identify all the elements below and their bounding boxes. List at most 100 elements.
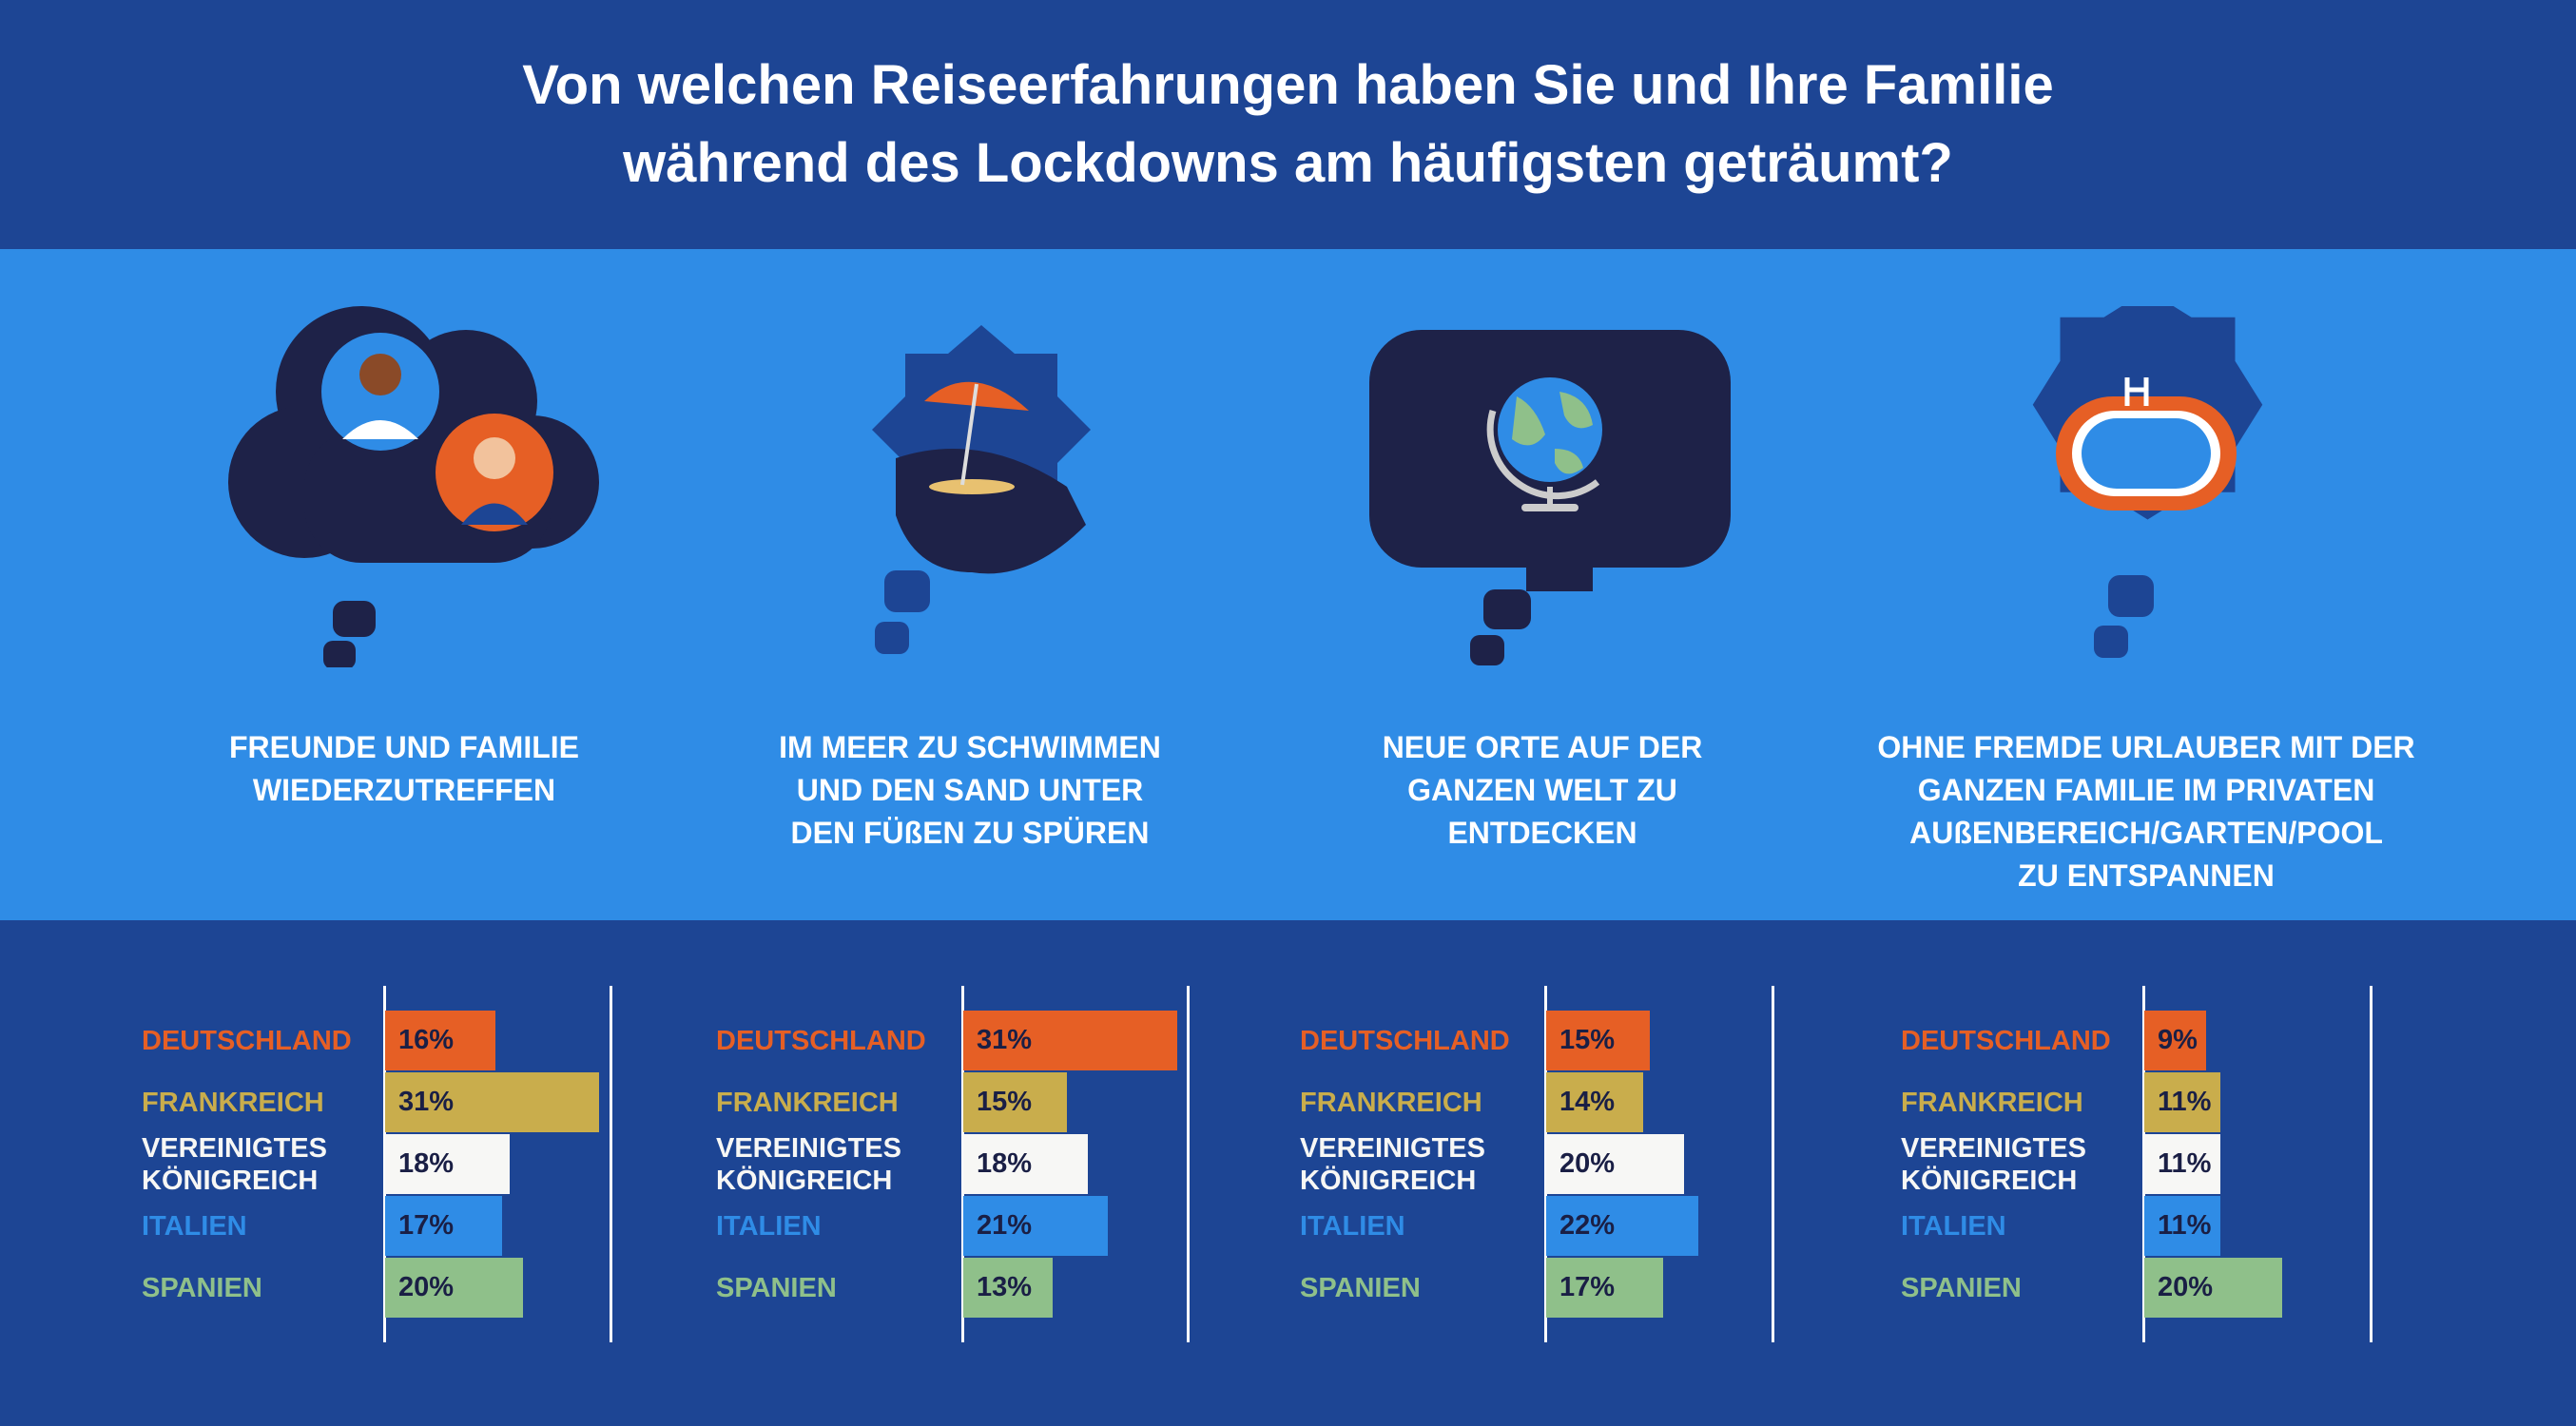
country-label: DEUTSCHLAND bbox=[142, 1025, 379, 1057]
country-label-line: VEREINIGTES bbox=[142, 1132, 327, 1164]
country-label-line: FRANKREICH bbox=[1901, 1087, 2083, 1118]
category-label-line: UND DEN SAND UNTER bbox=[796, 773, 1144, 807]
friends-family-thought-bubble-icon bbox=[228, 306, 599, 667]
title-line-1: Von welchen Reiseerfahrungen haben Sie u… bbox=[522, 54, 2054, 116]
pool-thought-bubble-icon bbox=[2032, 306, 2263, 658]
bar: 20% bbox=[385, 1258, 523, 1318]
country-label: ITALIEN bbox=[716, 1210, 954, 1243]
categories-panel: FREUNDE UND FAMILIE WIEDERZUTREFFEN IM MEE… bbox=[0, 249, 2576, 920]
bar: 11% bbox=[2144, 1196, 2220, 1256]
divider-line bbox=[1772, 986, 1774, 1342]
bar: 31% bbox=[963, 1011, 1177, 1070]
bar: 15% bbox=[963, 1072, 1067, 1132]
category-label-line: IM MEER ZU SCHWIMMEN bbox=[779, 730, 1161, 764]
country-label: SPANIEN bbox=[1901, 1272, 2139, 1304]
bar-charts: DEUTSCHLAND 16% FRANKREICH 31% VEREINIGTES KÖ… bbox=[0, 920, 2576, 1426]
country-label-line: DEUTSCHLAND bbox=[1300, 1025, 1510, 1056]
country-label: DEUTSCHLAND bbox=[1300, 1025, 1538, 1057]
bar: 22% bbox=[1546, 1196, 1698, 1256]
country-label-line: KÖNIGREICH bbox=[142, 1165, 319, 1196]
country-label: ITALIEN bbox=[1300, 1210, 1538, 1243]
bar-value-label: 14% bbox=[1559, 1087, 1616, 1117]
country-label-line: KÖNIGREICH bbox=[716, 1165, 893, 1196]
bar-value-label: 11% bbox=[2158, 1087, 2212, 1117]
bar: 9% bbox=[2144, 1011, 2207, 1070]
bar: 20% bbox=[1546, 1134, 1684, 1194]
bar: 18% bbox=[963, 1134, 1088, 1194]
category-label-line: NEUE ORTE AUF DER bbox=[1382, 730, 1703, 764]
category-label-line: OHNE FREMDE URLAUBER MIT DER bbox=[1877, 730, 2415, 764]
country-label: FRANKREICH bbox=[1300, 1087, 1538, 1119]
country-label: DEUTSCHLAND bbox=[1901, 1025, 2139, 1057]
country-label: ITALIEN bbox=[1901, 1210, 2139, 1243]
category-label-line: AUßENBEREICH/GARTEN/POOL bbox=[1909, 816, 2383, 850]
country-label: SPANIEN bbox=[716, 1272, 954, 1304]
bar-value-label: 31% bbox=[398, 1087, 455, 1117]
bar: 18% bbox=[385, 1134, 510, 1194]
bar-value-label: 11% bbox=[2158, 1210, 2212, 1241]
axis-line bbox=[2142, 986, 2145, 1342]
country-label-line: VEREINIGTES bbox=[1901, 1132, 2086, 1164]
category-label-line: ZU ENTSPANNEN bbox=[2018, 858, 2275, 893]
bar-value-label: 20% bbox=[1559, 1148, 1616, 1179]
category-label-line: GANZEN WELT ZU bbox=[1407, 773, 1677, 807]
category-label: NEUE ORTE AUF DER GANZEN WELT ZU ENTDECKEN bbox=[1238, 726, 1847, 855]
country-label: VEREINIGTES KÖNIGREICH bbox=[716, 1132, 954, 1197]
category-label: OHNE FREMDE URLAUBER MIT DER GANZEN FAMIL… bbox=[1842, 726, 2450, 897]
country-label: VEREINIGTES KÖNIGREICH bbox=[1901, 1132, 2139, 1197]
bar-value-label: 20% bbox=[2158, 1272, 2214, 1302]
bar-value-label: 21% bbox=[977, 1210, 1033, 1241]
bar: 11% bbox=[2144, 1134, 2220, 1194]
title-line-2: während des Lockdowns am häufigsten getr… bbox=[623, 132, 1953, 194]
bar: 31% bbox=[385, 1072, 599, 1132]
bar-value-label: 13% bbox=[977, 1272, 1033, 1302]
bar: 16% bbox=[385, 1011, 495, 1070]
country-label-line: SPANIEN bbox=[716, 1272, 837, 1303]
country-label-line: DEUTSCHLAND bbox=[716, 1025, 926, 1056]
bar-value-label: 11% bbox=[2158, 1148, 2212, 1179]
country-label: VEREINIGTES KÖNIGREICH bbox=[1300, 1132, 1538, 1197]
bar-value-label: 18% bbox=[398, 1148, 455, 1179]
bar: 14% bbox=[1546, 1072, 1643, 1132]
axis-line bbox=[961, 986, 964, 1342]
bar-value-label: 20% bbox=[398, 1272, 455, 1302]
divider-line bbox=[2370, 986, 2373, 1342]
bar-value-label: 17% bbox=[1559, 1272, 1616, 1302]
category-label-line: ENTDECKEN bbox=[1447, 816, 1637, 850]
bar: 17% bbox=[385, 1196, 503, 1256]
bar: 20% bbox=[2144, 1258, 2282, 1318]
country-label-line: ITALIEN bbox=[1901, 1210, 2006, 1242]
bar-value-label: 31% bbox=[977, 1025, 1033, 1055]
country-label-line: ITALIEN bbox=[1300, 1210, 1405, 1242]
bar-value-label: 15% bbox=[977, 1087, 1033, 1117]
category-label: FREUNDE UND FAMILIE WIEDERZUTREFFEN bbox=[100, 726, 708, 812]
country-label-line: DEUTSCHLAND bbox=[142, 1025, 352, 1056]
category-label-line: GANZEN FAMILIE IM PRIVATEN bbox=[1917, 773, 2375, 807]
category-label: IM MEER ZU SCHWIMMEN UND DEN SAND UNTER DE… bbox=[666, 726, 1274, 855]
country-label: FRANKREICH bbox=[1901, 1087, 2139, 1119]
country-label-line: SPANIEN bbox=[1300, 1272, 1421, 1303]
bar-chart-group: DEUTSCHLAND 9% FRANKREICH 11% VEREINIGTES KÖN… bbox=[0, 986, 2576, 1342]
country-label-line: ITALIEN bbox=[716, 1210, 822, 1242]
country-label: VEREINIGTES KÖNIGREICH bbox=[142, 1132, 379, 1197]
header: Von welchen Reiseerfahrungen haben Sie u… bbox=[0, 0, 2576, 249]
category-label-line: FREUNDE UND FAMILIE bbox=[229, 730, 579, 764]
bar-value-label: 18% bbox=[977, 1148, 1033, 1179]
country-label-line: DEUTSCHLAND bbox=[1901, 1025, 2111, 1056]
country-label-line: SPANIEN bbox=[142, 1272, 262, 1303]
divider-line bbox=[1187, 986, 1190, 1342]
bar: 13% bbox=[963, 1258, 1054, 1318]
bar-value-label: 22% bbox=[1559, 1210, 1616, 1241]
country-label: ITALIEN bbox=[142, 1210, 379, 1243]
divider-line bbox=[610, 986, 612, 1342]
bar-value-label: 15% bbox=[1559, 1025, 1616, 1055]
bar: 17% bbox=[1546, 1258, 1664, 1318]
bar-value-label: 9% bbox=[2158, 1025, 2198, 1055]
bar-value-label: 16% bbox=[398, 1025, 455, 1055]
bar-chart-group: DEUTSCHLAND 31% FRANKREICH 15% VEREINIGTES KÖ… bbox=[0, 986, 2576, 1342]
category-label-line: WIEDERZUTREFFEN bbox=[252, 773, 556, 807]
country-label-line: FRANKREICH bbox=[142, 1087, 324, 1118]
axis-line bbox=[1544, 986, 1547, 1342]
category-label-line: DEN FÜßEN ZU SPÜREN bbox=[790, 816, 1150, 850]
country-label-line: KÖNIGREICH bbox=[1300, 1165, 1477, 1196]
